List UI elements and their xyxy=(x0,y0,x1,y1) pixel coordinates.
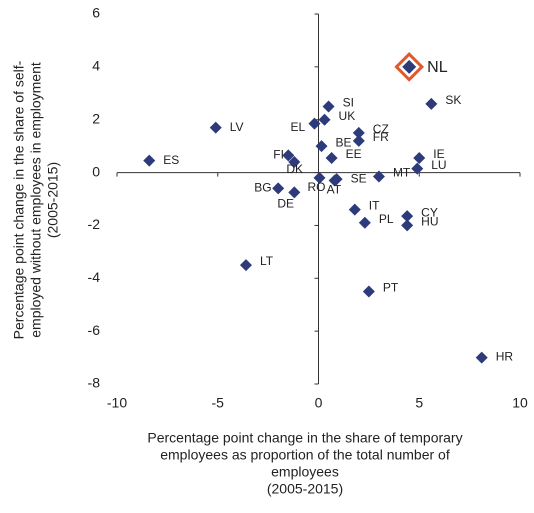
point xyxy=(348,203,361,216)
point xyxy=(328,174,341,187)
point xyxy=(143,154,156,167)
y-tick-label: 6 xyxy=(92,5,100,21)
x-axis-label: employees as proportion of the total num… xyxy=(160,447,450,463)
point xyxy=(362,285,375,298)
point xyxy=(288,156,301,168)
point-label: DK xyxy=(286,162,303,176)
x-tick-label: -5 xyxy=(212,395,225,411)
point xyxy=(313,171,326,184)
point-label: DE xyxy=(277,197,294,211)
point xyxy=(318,113,331,126)
point xyxy=(413,152,426,165)
point xyxy=(401,210,414,223)
x-tick-label: 10 xyxy=(512,395,528,411)
point-label: UK xyxy=(339,109,356,123)
point xyxy=(401,219,414,232)
point-label: PT xyxy=(383,281,399,295)
point xyxy=(411,162,424,175)
x-tick-label: 0 xyxy=(315,395,323,411)
point-label: AT xyxy=(327,183,342,197)
y-tick-label: 2 xyxy=(92,110,100,126)
x-axis-label: employees xyxy=(271,464,339,480)
point xyxy=(402,59,417,74)
point-label: LU xyxy=(431,158,446,172)
point-label: IE xyxy=(433,147,444,161)
point xyxy=(239,259,252,272)
point xyxy=(358,216,371,229)
point-label: PL xyxy=(379,212,394,226)
point xyxy=(325,152,338,165)
point xyxy=(282,149,295,162)
point-label: ES xyxy=(163,153,179,167)
point-label: FI xyxy=(273,148,284,162)
point-label: LV xyxy=(230,120,244,134)
point-label: BG xyxy=(254,181,271,195)
point-label: RO xyxy=(308,180,326,194)
point-label: SI xyxy=(343,96,354,110)
point xyxy=(288,186,301,199)
y-tick-label: -2 xyxy=(88,216,101,232)
point-label: CY xyxy=(421,205,438,219)
point xyxy=(475,351,488,364)
point xyxy=(322,100,335,113)
point-label: EE xyxy=(346,147,362,161)
x-tick-label: 5 xyxy=(415,395,423,411)
point xyxy=(352,126,365,139)
point-label: MT xyxy=(393,166,411,180)
point-label: SK xyxy=(445,93,461,107)
y-axis-label: Percentage point change in the share of … xyxy=(11,60,27,339)
point xyxy=(315,140,328,153)
point-label: HR xyxy=(496,350,514,364)
point xyxy=(308,117,321,130)
x-tick-label: -10 xyxy=(107,395,127,411)
y-tick-label: -6 xyxy=(88,322,101,338)
point xyxy=(209,121,222,134)
point-label: NL xyxy=(427,59,448,76)
point-label: EL xyxy=(290,120,305,134)
y-axis-label: (2005-2015) xyxy=(45,162,61,238)
y-tick-label: -8 xyxy=(88,375,101,391)
point xyxy=(352,134,365,147)
point xyxy=(372,170,385,183)
point-label: SE xyxy=(351,171,367,185)
point-label: LT xyxy=(260,254,274,268)
point-label: BE xyxy=(336,135,352,149)
point xyxy=(272,182,285,195)
y-tick-label: 0 xyxy=(92,163,100,179)
x-axis-label: Percentage point change in the share of … xyxy=(147,430,462,446)
point-label: CZ xyxy=(373,122,389,136)
point-label: HU xyxy=(421,215,438,229)
x-axis-label: (2005-2015) xyxy=(267,481,343,497)
point xyxy=(425,97,438,110)
highlight-frame xyxy=(394,52,425,82)
point-label: FR xyxy=(373,130,389,144)
point-label: IT xyxy=(369,199,380,213)
y-tick-label: -4 xyxy=(88,269,101,285)
y-tick-label: 4 xyxy=(92,58,100,74)
y-axis-label: employed without employees in employment xyxy=(28,62,44,338)
